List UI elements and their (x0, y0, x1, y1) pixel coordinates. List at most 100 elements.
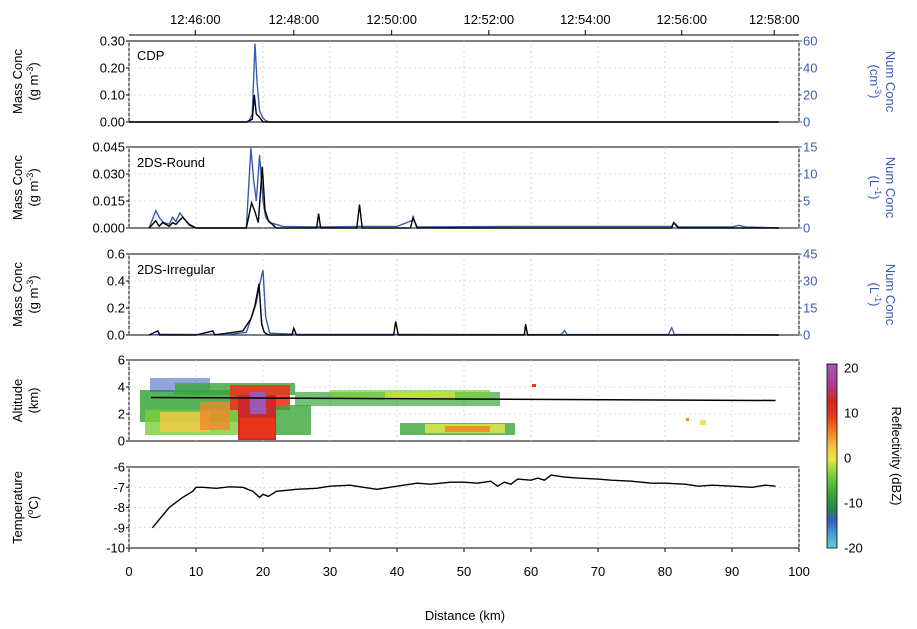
temperature-ylabel-line1: Temperature (10, 471, 25, 544)
cdp-left-ylabel-line2: (g m-3) (25, 62, 41, 100)
data-series (129, 43, 779, 529)
round-left-ylabel-line2: (g m-3) (25, 168, 41, 206)
right-tick-label: 5 (803, 194, 810, 209)
temperature-ylabel: Temperature (oC) (10, 471, 41, 544)
top-tick-label: 12:54:00 (560, 12, 611, 27)
cdp-right-ylabel: Num Conc(cm-3) (867, 51, 898, 113)
round-right-ylabel: Num Conc(L-1) (867, 157, 898, 219)
irregular-left-ylabel-line1: Mass Conc (10, 261, 25, 327)
echo-left-orange (200, 402, 230, 430)
x-tick-label: 20 (256, 564, 270, 579)
colorbar-tick-label: -20 (844, 541, 863, 556)
cdp-num-conc-line (129, 43, 779, 123)
irregular-right-ylabel-line1: Num Conc (883, 264, 898, 326)
top-tick-label: 12:52:00 (463, 12, 514, 27)
right-tick-label: 45 (803, 247, 817, 262)
round-left-ylabel: Mass Conc (g m-3) (10, 154, 41, 220)
echo-speck-3 (700, 420, 706, 425)
round-right-ylabel-line1: Num Conc (883, 157, 898, 219)
left-tick-label: 0.30 (100, 34, 125, 49)
left-tick-label: 0.00 (100, 115, 125, 130)
panel-name-irregular: 2DS-Irregular (137, 262, 216, 277)
echo-speck-1 (532, 384, 536, 387)
top-tick-label: 12:50:00 (366, 12, 417, 27)
left-tick-label: 0.20 (100, 61, 125, 76)
x-tick-label: 100 (788, 564, 810, 579)
echo-core-lower (240, 418, 275, 438)
x-tick-label: 0 (125, 564, 132, 579)
right-tick-label: 20 (803, 88, 817, 103)
left-tick-label: -6 (113, 460, 125, 475)
cdp-mass-conc-line (129, 94, 779, 123)
reflectivity-heatmap (140, 378, 706, 440)
echo-speck-2 (686, 418, 689, 421)
altitude-ylabel: Altitude (km) (10, 379, 41, 422)
colorbar-tick-label: -10 (844, 496, 863, 511)
right-tick-label: 40 (803, 61, 817, 76)
irregular-num-conc-line (149, 270, 779, 336)
left-tick-label: -8 (113, 500, 125, 515)
echo-low-orange (445, 426, 490, 432)
x-tick-label: 60 (524, 564, 538, 579)
x-tick-label: 70 (591, 564, 605, 579)
irregular-mass-conc-line (148, 283, 779, 336)
left-tick-label: 0.0 (107, 328, 125, 343)
cdp-right-ylabel-line2: (cm-3) (867, 64, 883, 98)
colorbar-tick-label: 0 (844, 451, 851, 466)
flight-altitude-line (151, 396, 776, 402)
top-tick-label: 12:48:00 (269, 12, 320, 27)
left-tick-label: 6 (118, 353, 125, 368)
right-tick-label: 15 (803, 140, 817, 155)
right-tick-label: 0 (803, 115, 810, 130)
colorbar-tick-label: 20 (844, 361, 858, 376)
x-tick-label: 80 (658, 564, 672, 579)
left-tick-label: 0.045 (92, 140, 125, 155)
top-tick-label: 12:58:00 (749, 12, 800, 27)
x-tick-label: 10 (189, 564, 203, 579)
round-right-ylabel-line2: (L-1) (867, 176, 883, 200)
x-tick-label: 90 (725, 564, 739, 579)
x-tick-label: 30 (323, 564, 337, 579)
left-tick-label: 0.4 (107, 274, 125, 289)
irregular-right-ylabel-line2: (L-1) (867, 283, 883, 307)
echo-left-yellow (160, 412, 210, 432)
right-tick-label: 10 (803, 167, 817, 182)
left-tick-label: -9 (113, 520, 125, 535)
left-tick-label: -10 (106, 541, 125, 556)
reflectivity-colorbar: 20 10 0 -10 -20 (826, 361, 863, 556)
colorbar-tick-label: 10 (844, 406, 858, 421)
round-mass-conc-line (148, 166, 779, 229)
right-tick-label: 60 (803, 34, 817, 49)
top-time-axis: 12:46:00 12:48:00 12:50:00 12:52:00 12:54:00… (129, 12, 800, 36)
left-tick-label: 4 (118, 380, 125, 395)
colorbar-label: Reflectivity (dBZ) (889, 407, 904, 506)
panel-name-round: 2DS-Round (137, 155, 205, 170)
temperature-line (151, 474, 776, 529)
left-tick-label: 0 (118, 434, 125, 449)
altitude-ylabel-line2: (km) (26, 388, 41, 414)
colorbar-gradient (826, 363, 838, 549)
altitude-ylabel-line1: Altitude (10, 379, 25, 422)
temperature-ylabel-line2: (oC) (25, 496, 41, 519)
irregular-right-ylabel: Num Conc(L-1) (867, 264, 898, 326)
right-tick-label: 0 (803, 328, 810, 343)
round-left-ylabel-line1: Mass Conc (10, 154, 25, 220)
cdp-left-ylabel-line1: Mass Conc (10, 48, 25, 114)
left-tick-label: 0.6 (107, 247, 125, 262)
right-tick-label: 15 (803, 301, 817, 316)
irregular-left-ylabel-line2: (g m-3) (25, 275, 41, 313)
top-tick-label: 12:56:00 (656, 12, 707, 27)
left-tick-label: 0.10 (100, 88, 125, 103)
axis-labels: 0.300.200.100.0060402000.0450.0300.0150.… (10, 34, 898, 580)
cdp-left-ylabel: Mass Conc (g m-3) (10, 48, 41, 114)
irregular-left-ylabel: Mass Conc (g m-3) (10, 261, 41, 327)
right-tick-label: 0 (803, 221, 810, 236)
left-tick-label: 0.015 (92, 194, 125, 209)
top-tick-label: 12:46:00 (170, 12, 221, 27)
x-tick-label: 50 (457, 564, 471, 579)
cdp-right-ylabel-line1: Num Conc (883, 51, 898, 113)
left-tick-label: 0.2 (107, 301, 125, 316)
left-tick-label: -7 (113, 480, 125, 495)
panel-name-cdp: CDP (137, 48, 164, 63)
